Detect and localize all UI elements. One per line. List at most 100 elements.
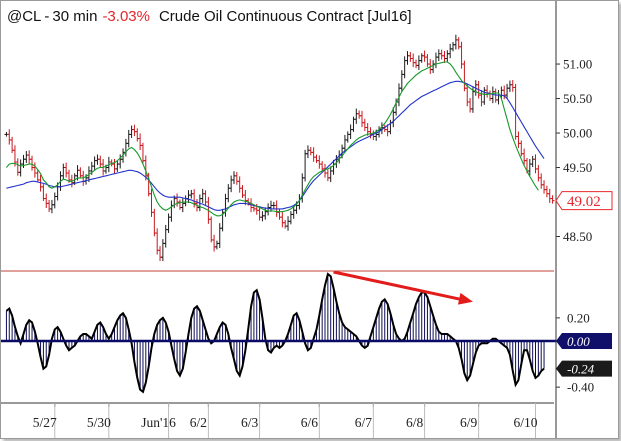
price-bar [487,90,492,101]
ema-fast-line [5,61,539,217]
last-price-label: 49.02 [567,194,601,210]
price-bar [419,53,424,63]
price-bar [115,160,120,172]
price-bar [433,52,438,69]
price-bar [180,198,185,213]
price-bar [414,59,419,69]
price-bar [516,131,521,148]
price-bar [305,145,310,159]
x-tick-label: 6/8 [406,415,424,430]
price-bar [209,216,214,243]
price-bar [325,169,330,182]
price-bar [129,125,134,138]
interval-label: 30 min [52,8,98,25]
price-bar [544,185,549,198]
price-bar [530,155,535,168]
price-bar [27,150,32,164]
price-bar [451,41,456,52]
price-bar [496,90,501,105]
price-bar [98,155,103,168]
price-bar [436,49,441,62]
price-bar [459,41,464,69]
x-tick-label: 6/6 [301,415,319,430]
price-bar [240,185,245,198]
price-bar [479,90,484,107]
price-bar [234,171,239,185]
zero-badge-box [556,332,612,349]
price-bar [402,56,407,79]
price-tick-label: 50.50 [563,91,592,106]
osc-line [5,272,545,394]
price-bar [30,155,35,171]
price-bar [217,223,222,248]
price-bar [425,53,430,67]
price-bar [445,50,450,62]
price-bar [482,87,487,105]
price-bar [229,175,234,193]
price-bar [348,124,353,140]
price-bar [203,190,208,206]
price-bar [266,203,271,216]
price-bar [359,110,364,128]
price-bar [422,50,427,62]
price-bar [47,199,52,212]
price-bar [362,118,367,132]
osc-tick-label: -0.40 [567,380,594,395]
price-bar [354,108,359,124]
price-bar [345,131,350,143]
price-bar [183,195,188,207]
axes: 51.0050.5050.0049.5049.0048.5049.020.20-… [1,1,613,438]
price-bar [550,195,555,204]
price-bar [280,212,285,228]
ema-slow-line [6,80,545,211]
x-tick-label: Jun'16 [141,415,176,430]
x-tick-label: 6/2 [190,415,207,430]
price-bar [231,171,236,185]
price-bar [78,167,83,179]
price-bar [468,97,473,113]
price-bar [7,129,12,145]
x-tick-label: 6/10 [514,415,538,430]
price-bar [186,190,191,204]
price-tick-label: 50.00 [563,126,592,141]
x-tick-label: 6/9 [460,415,478,430]
price-bar [507,80,512,92]
symbol-label: @CL [7,8,42,25]
price-bar [64,162,69,178]
price-bar [547,188,552,203]
price-bar [408,52,413,62]
price-tick-label: 51.00 [563,57,592,72]
price-bar [138,133,143,151]
osc-value-badge-box [556,360,612,377]
price-bar [135,128,140,142]
price-bar [357,110,362,119]
price-bar [52,192,57,209]
chart-header: @CL -30 min -3.03% Crude Oil Continuous Con… [7,8,412,25]
price-tick-label: 49.50 [563,160,592,175]
price-bar [237,176,242,193]
oscillator-panel [1,270,556,394]
zero-badge-label: 0.00 [567,334,590,349]
price-bar [456,37,461,50]
x-tick-label: 5/27 [33,415,57,430]
price-bar [169,200,174,222]
price-bar [92,156,97,170]
osc-value-label: -0.24 [567,362,595,377]
price-bar [163,224,168,248]
price-bar [311,147,316,162]
price-bar [61,163,66,180]
price-bar [391,107,396,128]
price-bar [453,34,458,50]
price-bar [283,220,288,229]
osc-value-badge: -0.24 [556,360,612,377]
price-bar [411,53,416,68]
price-bar [314,154,319,163]
price-bar [288,211,293,225]
x-tick-label: 5/30 [87,415,111,430]
price-bar [442,50,447,63]
price-bar [160,239,165,262]
zero-badge: 0.00 [556,332,612,349]
price-bar [132,124,137,137]
divergence-arrow-head [457,292,473,305]
